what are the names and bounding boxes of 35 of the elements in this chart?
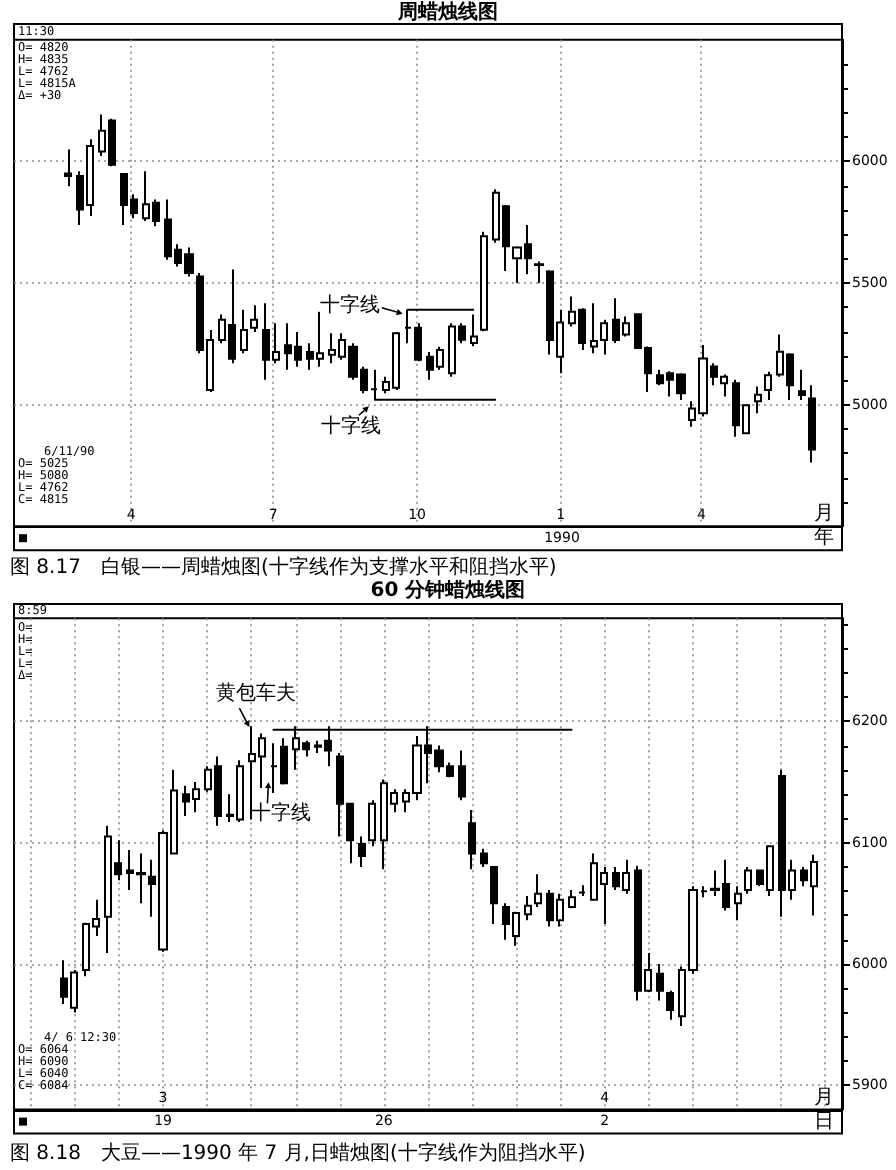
candlestick bbox=[534, 260, 544, 284]
candlestick bbox=[568, 888, 576, 910]
candlestick bbox=[798, 368, 806, 401]
candlestick bbox=[656, 963, 664, 1002]
candlestick bbox=[64, 148, 72, 188]
candlestick bbox=[490, 865, 498, 925]
candlestick bbox=[764, 370, 772, 401]
annotation: 十字线 bbox=[251, 801, 312, 826]
candlestick bbox=[744, 865, 752, 895]
annotation: 月 bbox=[814, 1086, 834, 1109]
annotation: 黄包车夫 bbox=[215, 681, 296, 706]
candlestick bbox=[480, 230, 488, 333]
candlestick bbox=[524, 895, 532, 922]
candlestick bbox=[358, 835, 366, 868]
candlestick bbox=[470, 313, 478, 348]
candlestick bbox=[808, 384, 816, 464]
annotation: 十字线 bbox=[319, 292, 380, 317]
candlestick bbox=[480, 847, 488, 868]
x-axis-title: 月 bbox=[814, 503, 834, 526]
chart-title: 周蜡烛线图 bbox=[396, 0, 498, 24]
candlestick bbox=[250, 304, 258, 333]
candlestick bbox=[458, 749, 466, 802]
caption: 图 8.17 白银——周蜡烛图(十字线作为支撑水平和阻挡水平) bbox=[10, 555, 557, 579]
text: 年 bbox=[814, 525, 834, 550]
caption: 图 8.18 大豆——1990 年 7 月,日蜡烛图(十字线作为阻挡水平) bbox=[10, 1141, 586, 1165]
candlestick bbox=[240, 308, 248, 355]
x-axis-title: 日 bbox=[814, 1110, 834, 1133]
candlestick bbox=[578, 884, 586, 898]
candlestick bbox=[734, 885, 742, 922]
candlestick bbox=[666, 989, 674, 1021]
candlestick bbox=[754, 385, 762, 415]
candlestick bbox=[534, 873, 542, 908]
candlestick bbox=[468, 808, 476, 871]
annotation: 十字线 bbox=[320, 414, 381, 439]
candlestick bbox=[368, 799, 376, 848]
